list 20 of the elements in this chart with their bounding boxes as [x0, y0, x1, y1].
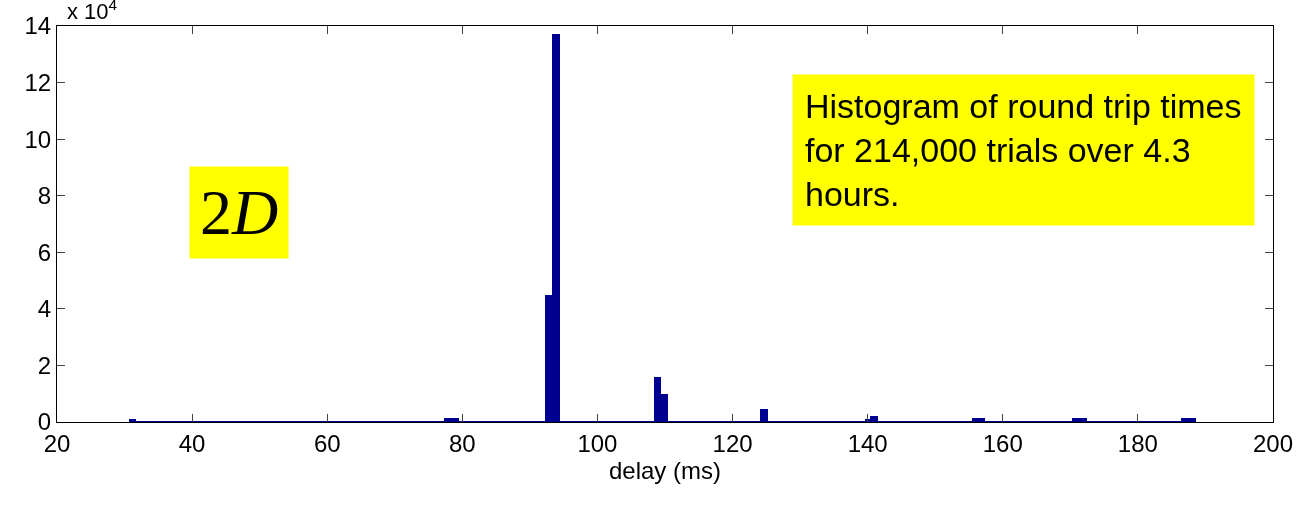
- y-tick-label: 14: [24, 12, 52, 40]
- y-tick-label: 6: [37, 238, 52, 266]
- x-axis-title: delay (ms): [608, 456, 722, 484]
- x-tick-label: 160: [982, 429, 1023, 457]
- annotation: 2D: [200, 177, 279, 248]
- x-tick-label: 200: [1252, 429, 1294, 457]
- y-tick-label: 8: [37, 182, 52, 210]
- text: x 10$^{4}$: [67, 0, 118, 25]
- x-tick-label: 120: [712, 429, 753, 457]
- x-tick-label: 60: [313, 429, 341, 457]
- x-tick-label: 80: [448, 429, 476, 457]
- x-tick-label: 140: [847, 429, 888, 457]
- x-tick-label: 180: [1117, 429, 1158, 457]
- y-tick-label: 12: [24, 68, 52, 96]
- x-tick-label: 40: [178, 429, 206, 457]
- y-tick-label: 10: [24, 125, 52, 153]
- y-tick-label: 2: [37, 351, 52, 379]
- y-tick-label: 4: [37, 295, 52, 323]
- x-tick-label: 100: [577, 429, 618, 457]
- annotation: Histogram of round trip times for 214,000 trials over 4.3 hours.: [805, 87, 1242, 214]
